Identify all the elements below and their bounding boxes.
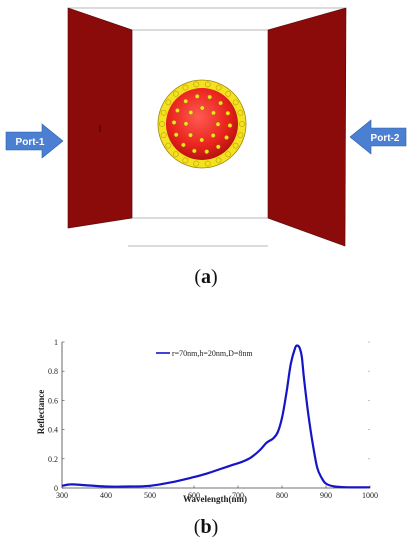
surface-particle — [199, 137, 205, 143]
surface-particle — [225, 110, 231, 116]
surface-particle — [211, 110, 216, 116]
surface-particle — [232, 142, 239, 149]
surface-particle — [165, 142, 172, 149]
surface-particle — [171, 120, 177, 125]
surface-particle — [159, 121, 165, 127]
x-tick-label: 500 — [144, 491, 156, 500]
caption-b: (b) — [193, 516, 219, 538]
caption-a: (a) — [194, 266, 218, 288]
surface-particle — [188, 110, 194, 115]
y-tick-label: 1 — [54, 338, 58, 347]
surface-particle — [225, 90, 232, 97]
chart-ticks: 300 400 500 600 700 800 900 1000 0 0.2 0.4 0.6 0.8 1 — [48, 338, 378, 500]
y-tick-label: 0.2 — [48, 455, 58, 464]
surface-particle — [173, 132, 179, 138]
x-tick-label: 700 — [232, 491, 244, 500]
x-tick-label: 400 — [100, 491, 112, 500]
surface-particle — [160, 109, 167, 116]
surface-particle — [215, 84, 222, 91]
surface-particle — [239, 121, 245, 127]
surface-particle — [175, 108, 180, 113]
surface-particles — [159, 81, 245, 167]
surface-particle — [172, 151, 179, 158]
surface-particle — [210, 133, 216, 138]
y-tick-label: 0.6 — [48, 396, 58, 405]
chart-legend: r=70nm,h=20nm,D=8nm — [156, 349, 253, 358]
surface-particle — [207, 94, 212, 100]
port-1-arrow: Port-1 — [5, 123, 64, 159]
surface-particle — [193, 81, 200, 88]
y-tick-label: 0.4 — [48, 426, 58, 435]
surface-particle — [204, 149, 210, 154]
surface-particle — [183, 121, 189, 127]
surface-particle — [192, 148, 197, 154]
x-tick-label: 900 — [320, 491, 332, 500]
x-tick-label: 600 — [188, 491, 200, 500]
surface-particle — [183, 98, 189, 104]
port-1-label: Port-1 — [16, 137, 45, 148]
surface-particle — [225, 151, 231, 158]
surface-particle — [215, 144, 221, 150]
surface-particle — [173, 90, 179, 97]
surface-particle — [237, 109, 244, 116]
x-tick-label: 300 — [56, 491, 68, 500]
surface-particle — [181, 142, 186, 148]
legend-label: r=70nm,h=20nm,D=8nm — [172, 349, 253, 358]
surface-particle — [224, 135, 229, 140]
surface-particle — [188, 132, 193, 138]
surface-particle — [199, 105, 205, 111]
surface-particle — [227, 123, 233, 128]
chart-axes — [61, 342, 370, 489]
y-tick-label: 0.8 — [48, 367, 58, 376]
x-axis-label: Wavelength(nm) — [183, 494, 247, 504]
surface-particle — [182, 84, 189, 91]
port-2-arrow: Port-2 — [349, 119, 407, 155]
surface-particle — [193, 160, 200, 167]
nanoparticle — [157, 79, 247, 169]
y-axis-label: Reflectance — [36, 390, 46, 434]
series-line-reflectance — [61, 344, 371, 489]
port-2-label: Port-2 — [371, 133, 400, 144]
surface-particle — [204, 160, 211, 167]
left-plate — [67, 7, 133, 229]
surface-particle — [237, 132, 244, 139]
surface-particle — [160, 132, 167, 139]
surface-particle — [218, 100, 223, 106]
x-tick-label: 800 — [276, 491, 288, 500]
surface-particle — [215, 157, 222, 164]
surface-particle — [232, 99, 239, 106]
surface-particle — [182, 157, 189, 164]
surface-particle — [165, 99, 172, 106]
surface-particle — [194, 94, 200, 99]
simulation-setup-figure: Port-1 Port-2 — [5, 7, 407, 247]
right-plate — [267, 7, 347, 247]
y-tick-label: 0 — [54, 484, 58, 493]
x-tick-label: 1000 — [362, 491, 378, 500]
reflectance-chart: 300 400 500 600 700 800 900 100000.20.40.60.81 … — [36, 338, 378, 504]
particle-core — [166, 88, 238, 160]
surface-particle — [215, 121, 221, 127]
surface-particle — [204, 81, 211, 88]
